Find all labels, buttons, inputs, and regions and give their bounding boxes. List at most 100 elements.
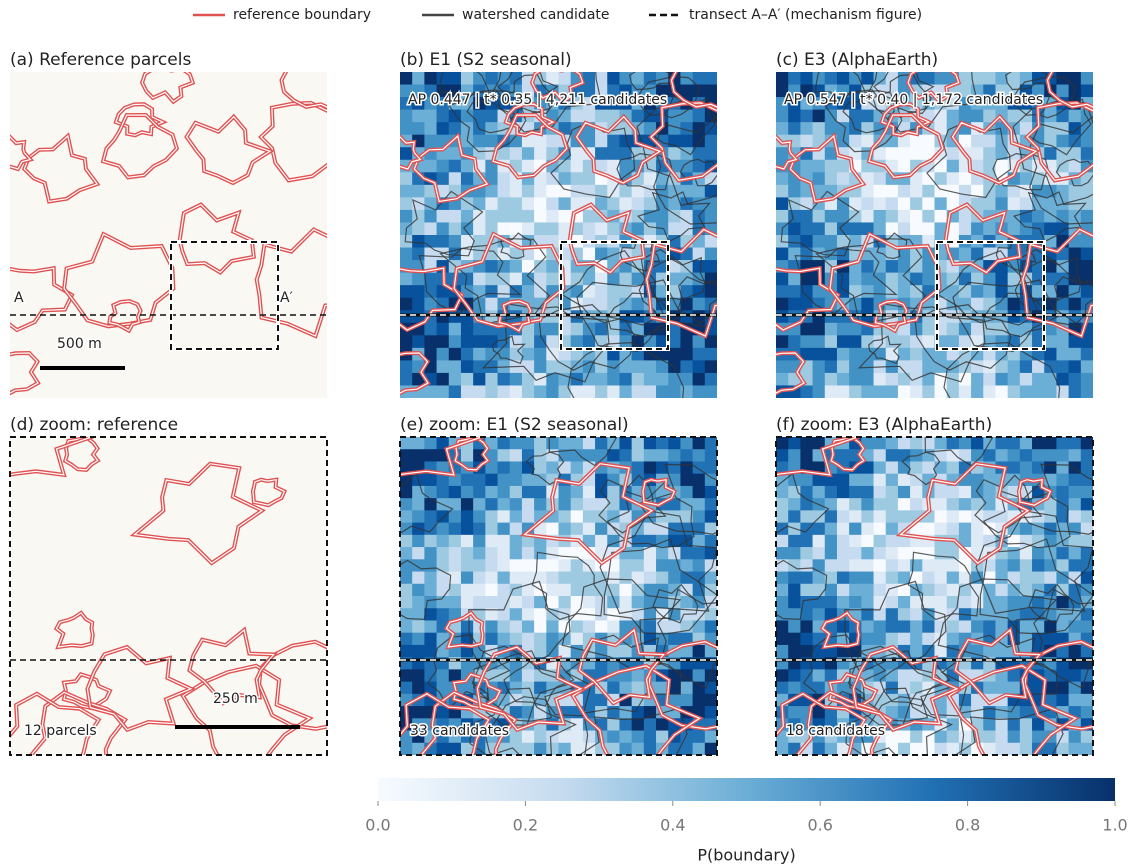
heat-cell — [680, 474, 693, 487]
heat-cell — [400, 486, 413, 499]
heat-cell — [910, 633, 923, 646]
heat-cell — [668, 335, 681, 348]
heat-cell — [935, 572, 948, 585]
heat-cell — [424, 135, 437, 148]
heat-cell — [534, 222, 547, 235]
heat-cell — [995, 743, 1008, 756]
heat-cell — [424, 385, 437, 398]
heat-cell — [400, 72, 413, 85]
heat-cell — [571, 360, 584, 373]
heat-cell — [668, 385, 681, 398]
heat-cell — [1008, 596, 1021, 609]
heat-cell — [837, 172, 850, 185]
heat-cell — [693, 310, 706, 323]
heat-cell — [776, 360, 789, 373]
heat-cell — [485, 461, 498, 474]
heat-cell — [400, 535, 413, 548]
heat-cell — [813, 584, 826, 597]
heat-cell — [813, 335, 826, 348]
heat-cell — [522, 373, 535, 386]
heat-cell — [437, 535, 450, 548]
heat-cell — [461, 449, 474, 462]
heat-cell — [1032, 449, 1045, 462]
heat-cell — [1069, 682, 1082, 695]
heat-cell — [461, 323, 474, 336]
heat-cell — [1081, 260, 1094, 273]
heat-cell — [619, 596, 632, 609]
heat-cell — [510, 222, 523, 235]
heat-cell — [571, 486, 584, 499]
heat-cell — [959, 437, 972, 450]
heat-cell — [693, 743, 706, 756]
heat-cell — [959, 285, 972, 298]
heat-cell — [825, 122, 838, 135]
heat-cell — [1008, 110, 1021, 123]
heat-cell — [849, 273, 862, 286]
heat-cell — [825, 510, 838, 523]
heat-cell — [607, 222, 620, 235]
heat-cell — [1056, 85, 1069, 98]
heat-cell — [1081, 449, 1094, 462]
heat-cell — [412, 486, 425, 499]
heat-cell — [825, 535, 838, 548]
heat-cell — [522, 197, 535, 210]
heat-cell — [400, 743, 413, 756]
heat-cell — [849, 596, 862, 609]
heat-cell — [668, 273, 681, 286]
heat-cell — [473, 110, 486, 123]
heat-cell — [1008, 572, 1021, 585]
heat-cell — [1044, 449, 1057, 462]
heat-cell — [424, 572, 437, 585]
heat-cell — [776, 547, 789, 560]
heat-cell — [510, 535, 523, 548]
heat-cell — [922, 385, 935, 398]
heat-cell — [693, 731, 706, 744]
heat-cell — [632, 110, 645, 123]
heat-cell — [583, 620, 596, 633]
heat-cell — [1056, 449, 1069, 462]
heat-cell — [693, 547, 706, 560]
heat-cell — [632, 669, 645, 682]
heat-cell — [400, 572, 413, 585]
heat-cell — [449, 172, 462, 185]
heat-cell — [595, 474, 608, 487]
heat-cell — [693, 298, 706, 311]
heat-cell — [1081, 185, 1094, 198]
heat-cell — [668, 633, 681, 646]
heat-cell — [607, 535, 620, 548]
heat-cell — [546, 310, 559, 323]
heat-cell — [898, 285, 911, 298]
heat-cell — [800, 498, 813, 511]
heat-cell — [705, 135, 718, 148]
heat-cell — [510, 608, 523, 621]
heat-cell — [449, 498, 462, 511]
annotation: A — [14, 290, 24, 306]
heat-cell — [559, 210, 572, 223]
heat-cell — [935, 523, 948, 536]
heat-cell — [813, 682, 826, 695]
heat-cell — [705, 706, 718, 719]
heat-cell — [485, 572, 498, 585]
heat-cell — [546, 596, 559, 609]
heat-cell — [1081, 348, 1094, 361]
heat-cell — [424, 620, 437, 633]
heat-cell — [776, 72, 789, 85]
heat-cell — [510, 197, 523, 210]
heat-cell — [1008, 385, 1021, 398]
heat-cell — [400, 620, 413, 633]
heat-cell — [437, 335, 450, 348]
heat-cell — [424, 235, 437, 248]
heat-cell — [680, 572, 693, 585]
heat-cell — [644, 72, 657, 85]
heat-cell — [485, 210, 498, 223]
heat-cell — [1008, 222, 1021, 235]
heat-cell — [1056, 743, 1069, 756]
heat-cell — [886, 559, 899, 572]
heat-cell — [886, 510, 899, 523]
heat-cell — [400, 547, 413, 560]
heat-cell — [1056, 185, 1069, 198]
heat-cell — [837, 584, 850, 597]
heat-cell — [1008, 547, 1021, 560]
heat-cell — [412, 437, 425, 450]
heat-cell — [922, 596, 935, 609]
